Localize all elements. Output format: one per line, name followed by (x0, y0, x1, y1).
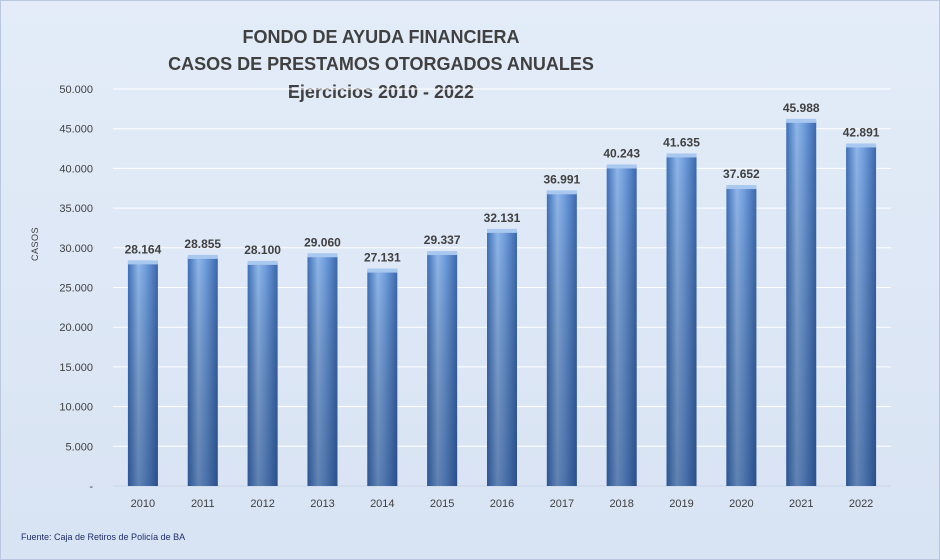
bar-shade (846, 145, 877, 486)
y-tick-label: 10.000 (59, 402, 93, 414)
data-label: 29.337 (424, 233, 461, 247)
bar-shade (606, 166, 637, 486)
bar-cap (786, 118, 817, 123)
y-tick-label: 45.000 (59, 124, 93, 136)
bar-group (546, 190, 577, 487)
bars (127, 118, 877, 487)
y-tick-label: 15.000 (59, 362, 93, 374)
x-tick-label: 2016 (490, 498, 514, 510)
y-tick-label: 30.000 (59, 243, 93, 255)
bar-shade (367, 270, 398, 486)
bar-cap (726, 185, 757, 190)
bar-group (786, 118, 817, 486)
bar-cap (487, 228, 517, 233)
bar-cap (846, 143, 877, 148)
bar-group (846, 143, 877, 486)
x-tick-label: 2017 (550, 498, 574, 510)
bar-cap (427, 251, 458, 256)
bar-cap (247, 260, 278, 265)
bar-shade (726, 187, 757, 486)
bar-group (666, 153, 697, 487)
x-tick-label: 2011 (191, 498, 215, 510)
data-label: 28.164 (125, 242, 162, 256)
x-tick-label: 2014 (370, 498, 394, 510)
data-label: 41.635 (663, 135, 700, 149)
data-label: 37.652 (723, 167, 760, 181)
y-tick-label: 40.000 (59, 163, 93, 175)
bar-shade (666, 155, 697, 487)
data-label: 28.100 (244, 243, 281, 257)
chart-subtitle: CASOS DE PRESTAMOS OTORGADOS ANUALES (168, 54, 594, 74)
bar-group (427, 251, 458, 486)
x-tick-label: 2013 (310, 498, 334, 510)
bar-group (487, 228, 517, 486)
bar-group (367, 268, 398, 486)
bar-shade (786, 120, 817, 486)
x-tick-label: 2015 (430, 498, 454, 510)
data-label: 32.131 (484, 211, 521, 225)
y-tick-label: 35.000 (59, 203, 93, 215)
bar-group (247, 260, 278, 486)
y-tick-label: 25.000 (59, 283, 93, 295)
bar-cap (127, 260, 158, 265)
chart-title: FONDO DE AYUDA FINANCIERA (242, 27, 520, 47)
bar-shade (307, 255, 338, 486)
bar-group (187, 254, 218, 486)
bar-cap (367, 268, 398, 273)
chart-subtitle-years: Ejercicios 2010 - 2022 (287, 82, 475, 102)
x-tick-label: 2012 (250, 498, 274, 510)
data-label: 36.991 (543, 172, 580, 186)
bar-cap (187, 254, 218, 259)
bar-cap (307, 253, 338, 258)
data-label: 28.855 (184, 237, 221, 251)
x-tick-label: 2022 (849, 498, 873, 510)
source-note: Fuente: Caja de Retiros de Policía de BA (21, 532, 186, 542)
bar-shade (187, 256, 218, 486)
x-tick-label: 2020 (729, 498, 753, 510)
bar-group (127, 260, 158, 486)
bar-shade (546, 192, 577, 487)
bar-shade (427, 253, 458, 486)
x-tick-label: 2010 (131, 498, 155, 510)
data-label: 40.243 (603, 146, 640, 160)
x-tick-label: 2019 (669, 498, 693, 510)
bar-shade (127, 262, 158, 486)
bar-cap (666, 153, 697, 158)
y-tick-label: 5.000 (65, 441, 93, 453)
data-label: 45.988 (783, 101, 820, 115)
bar-cap (546, 190, 577, 195)
bar-cap (606, 164, 637, 169)
data-label: 27.131 (364, 251, 401, 265)
bar-group (307, 253, 338, 486)
bar-shade (487, 230, 517, 486)
y-tick-label: 20.000 (59, 322, 93, 334)
y-tick-label: 50.000 (59, 84, 93, 96)
y-tick-label: - (89, 481, 93, 493)
bar-shade (247, 262, 278, 486)
bar-group (606, 164, 637, 486)
x-tick-label: 2021 (789, 498, 813, 510)
bar-group (726, 185, 757, 486)
x-tick-label: 2018 (609, 498, 633, 510)
data-label: 42.891 (843, 125, 880, 139)
data-label: 29.060 (304, 235, 341, 249)
labels: - 5.000 10.000 15.000 20.000 25.000 30.000 35.0… (59, 84, 879, 510)
